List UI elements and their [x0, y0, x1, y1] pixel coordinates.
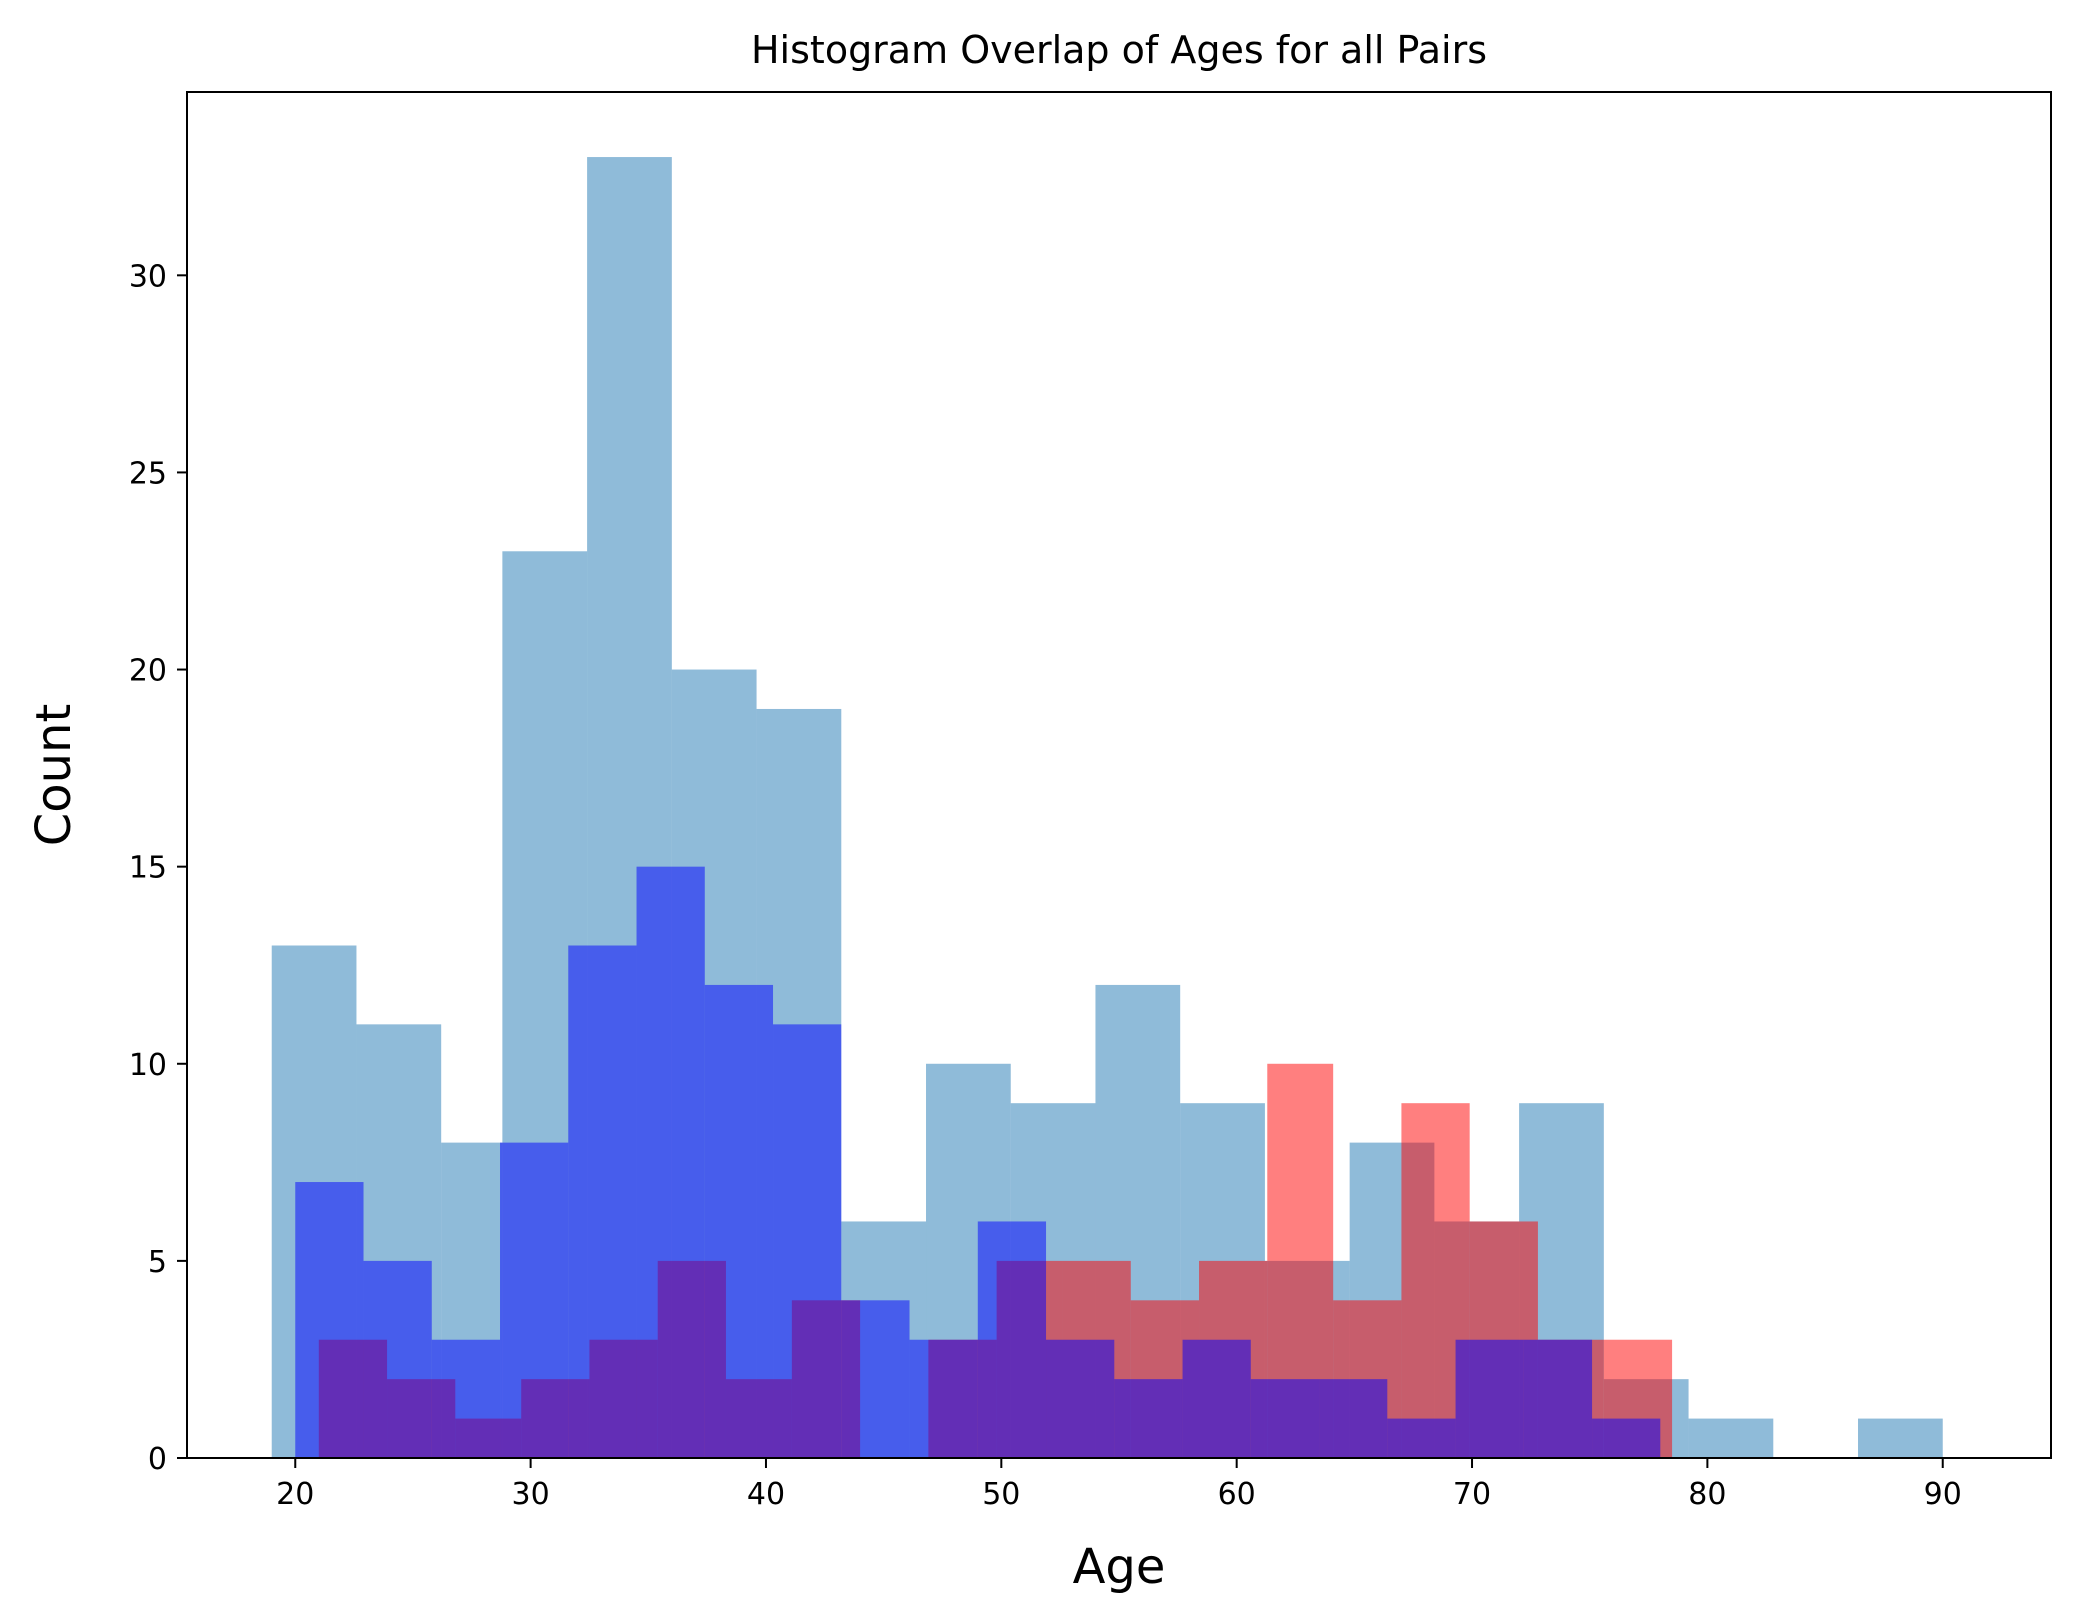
- x-tick-label: 50: [982, 1477, 1020, 1512]
- histogram-bar-series-3-bin-9: [841, 1300, 910, 1458]
- histogram-bar-series-3-bin-14: [1182, 1339, 1251, 1458]
- x-tick-label: 80: [1688, 1477, 1726, 1512]
- y-axis-label: Count: [26, 704, 82, 847]
- histogram-bar-series-3-bin-16: [1319, 1379, 1388, 1458]
- x-tick-label: 40: [747, 1477, 785, 1512]
- x-tick-label: 20: [276, 1477, 314, 1512]
- x-axis-label: Age: [1073, 1539, 1166, 1595]
- histogram-bar-series-3-bin-4: [500, 1142, 569, 1458]
- histogram-bar-series-3-bin-15: [1250, 1379, 1320, 1458]
- histogram-bar-series-3-bin-20: [1592, 1418, 1661, 1458]
- histogram-bar-series-3-bin-19: [1523, 1339, 1593, 1458]
- histogram-bars: [271, 157, 1943, 1458]
- histogram-bar-series-3-bin-13: [1114, 1379, 1183, 1458]
- histogram-bar-series-3-bin-8: [773, 1024, 842, 1458]
- histogram-bar-series-3-bin-12: [1046, 1339, 1115, 1458]
- x-tick-label: 70: [1453, 1477, 1491, 1512]
- histogram-bar-series-1-bin-18: [1688, 1418, 1774, 1458]
- y-tick-label: 10: [129, 1048, 167, 1083]
- axes-frame: [186, 91, 2052, 1459]
- histogram-bar-series-3-bin-11: [977, 1221, 1047, 1458]
- histogram-bar-series-3-bin-10: [909, 1339, 978, 1458]
- y-tick-label: 20: [129, 654, 167, 689]
- y-tick-label: 5: [148, 1245, 167, 1280]
- histogram-bar-series-3-bin-3: [431, 1339, 501, 1458]
- histogram-bar-series-3-bin-5: [568, 945, 637, 1458]
- y-tick-label: 15: [129, 851, 167, 886]
- histogram-bar-series-3-bin-18: [1455, 1339, 1524, 1458]
- x-tick-label: 30: [512, 1477, 550, 1512]
- y-tick-label: 25: [129, 456, 167, 491]
- y-tick-label: 30: [129, 259, 167, 294]
- y-tick-label: 0: [148, 1442, 167, 1477]
- histogram-bar-series-3-bin-17: [1387, 1418, 1456, 1458]
- y-axis-ticks: 0 5 10 15 20 25 30: [129, 259, 187, 1477]
- histogram-bar-series-3-bin-1: [295, 1182, 364, 1458]
- x-tick-label: 90: [1924, 1477, 1962, 1512]
- x-tick-label: 60: [1218, 1477, 1256, 1512]
- chart-title: Histogram Overlap of Ages for all Pairs: [751, 28, 1487, 72]
- histogram-bar-series-1-bin-20: [1858, 1418, 1943, 1458]
- x-axis-ticks: 20 30 40 50 60 70 80 90: [276, 1458, 1962, 1512]
- histogram-bar-series-3-bin-6: [636, 866, 705, 1458]
- histogram-bar-series-3-bin-7: [704, 984, 774, 1458]
- histogram-bar-series-3-bin-2: [363, 1260, 432, 1458]
